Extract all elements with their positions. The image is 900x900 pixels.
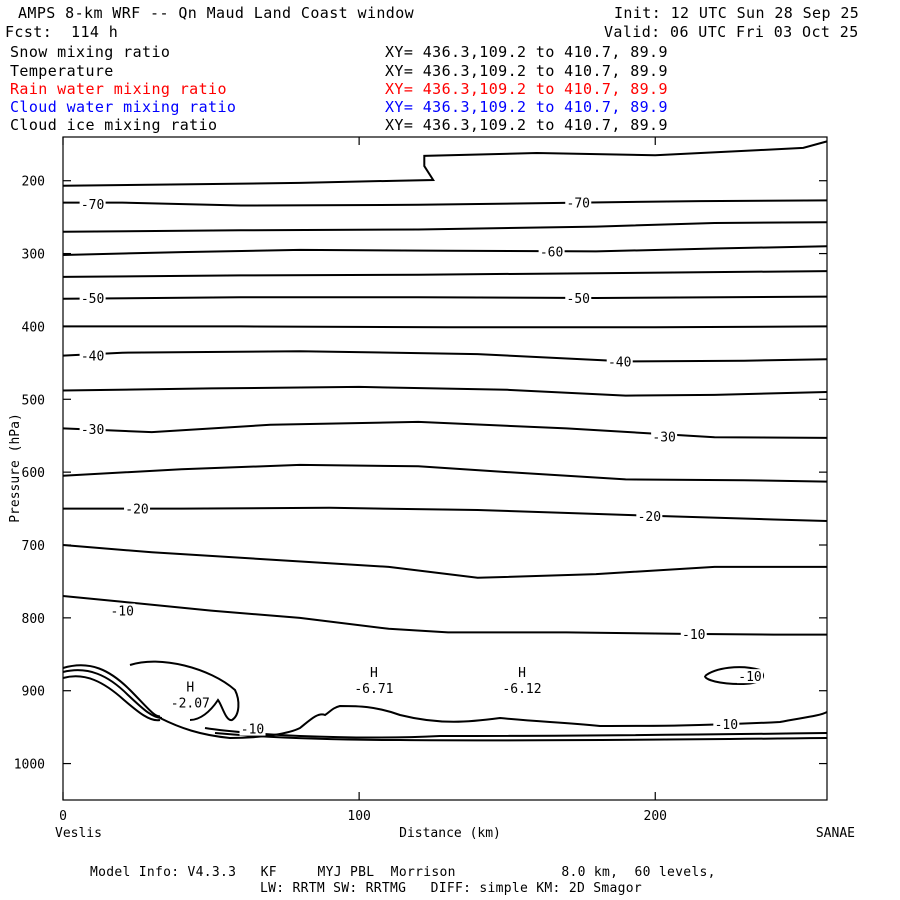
contour-label: -20: [125, 503, 148, 518]
contour-label-bg: [606, 354, 633, 369]
contour-label: -70: [81, 198, 104, 213]
x-tick-label: 0: [59, 809, 67, 824]
contour-line-1: [63, 199, 828, 207]
contour-line-9: [62, 420, 828, 439]
contour-label-bg: [109, 603, 136, 618]
y-tick-label: 700: [22, 539, 45, 554]
contour-label: -50: [567, 292, 590, 307]
contour-label: -60: [540, 245, 563, 260]
contour-label-bg: [737, 669, 764, 684]
contour-label: -10: [110, 605, 133, 620]
contour-label-bg: [538, 244, 565, 259]
boundary-contour-4: [159, 704, 828, 740]
x-endpoint-left: Veslis: [55, 826, 102, 841]
contour-label-bg: [713, 717, 740, 732]
model-info-line2: LW: RRTM SW: RRTMG DIFF: simple KM: 2D S…: [260, 881, 642, 896]
contour-line-3: [62, 245, 828, 256]
contour-line-7: [62, 350, 828, 363]
y-tick-label: 800: [22, 612, 45, 627]
contour-line-12: [62, 544, 827, 579]
model-info-line1: Model Info: V4.3.3 KF MYJ PBL Morrison 8…: [90, 865, 716, 880]
contour-line-6: [63, 325, 828, 329]
high-marker-letter: H: [370, 666, 378, 681]
contour-label: -40: [81, 350, 104, 365]
field-name-rain: Rain water mixing ratio: [10, 80, 227, 98]
contour-label: -10: [241, 723, 264, 738]
contour-line-0: [62, 140, 828, 187]
contour-label: -50: [81, 292, 104, 307]
high-marker-letter: H: [186, 680, 194, 695]
contour-label-bg: [651, 429, 678, 444]
contour-label: -10: [738, 670, 761, 685]
contour-line-2: [62, 221, 828, 233]
field-name-snow: Snow mixing ratio: [10, 43, 171, 61]
boundary-contour-3: [129, 660, 240, 722]
contour-label: -20: [638, 510, 661, 525]
header-title: AMPS 8-km WRF -- Qn Maud Land Coast wind…: [18, 4, 415, 22]
high-marker-value: -6.12: [502, 682, 541, 697]
contour-label-bg: [680, 626, 707, 641]
header-valid: Valid: 06 UTC Fri 03 Oct 25: [604, 23, 859, 41]
contour-label-bg: [79, 291, 106, 306]
header-fcst: Fcst: 114 h: [5, 23, 119, 41]
boundary-contour-1: [62, 669, 163, 719]
field-xy-cloud-ice: XY= 436.3,109.2 to 410.7, 89.9: [385, 116, 668, 134]
contour-label-bg: [79, 348, 106, 363]
field-name-cloud-water: Cloud water mixing ratio: [10, 98, 237, 116]
x-axis-label: Distance (km): [399, 826, 501, 841]
contour-label-bg: [124, 501, 151, 516]
high-marker-value: -2.07: [171, 696, 210, 711]
boundary-contour-6: [214, 732, 828, 742]
contour-label-bg: [565, 195, 592, 210]
contour-label-bg: [239, 721, 266, 736]
contour-label: -10: [715, 718, 738, 733]
contour-line-8: [62, 385, 828, 397]
y-tick-label: 300: [22, 248, 45, 263]
y-axis-label: Pressure (hPa): [8, 413, 23, 523]
contour-label: -70: [567, 197, 590, 212]
header-init: Init: 12 UTC Sun 28 Sep 25: [614, 4, 860, 22]
x-endpoint-right: SANAE: [816, 826, 855, 841]
contour-line-4: [62, 270, 828, 278]
boundary-contour-0: [62, 664, 161, 718]
contour-label: -40: [608, 355, 631, 370]
contour-label: -30: [81, 423, 104, 438]
field-name-temperature: Temperature: [10, 62, 114, 80]
boundary-contour-2: [62, 675, 161, 722]
contour-line-11: [63, 506, 828, 522]
high-marker-letter: H: [518, 666, 526, 681]
y-tick-label: 600: [22, 466, 45, 481]
contour-label: -10: [682, 628, 705, 643]
y-tick-label: 200: [22, 175, 45, 190]
field-xy-rain: XY= 436.3,109.2 to 410.7, 89.9: [385, 80, 668, 98]
field-xy-temperature: XY= 436.3,109.2 to 410.7, 89.9: [385, 62, 668, 80]
field-xy-cloud-water: XY= 436.3,109.2 to 410.7, 89.9: [385, 98, 668, 116]
contour-label-bg: [565, 291, 592, 306]
y-tick-label: 400: [22, 320, 45, 335]
high-marker-value: -6.71: [354, 682, 393, 697]
x-tick-label: 200: [644, 809, 667, 824]
contour-line-13: [62, 595, 827, 636]
y-tick-label: 1000: [14, 758, 45, 773]
field-xy-snow: XY= 436.3,109.2 to 410.7, 89.9: [385, 43, 668, 61]
field-name-cloud-ice: Cloud ice mixing ratio: [10, 116, 218, 134]
y-tick-label: 500: [22, 393, 45, 408]
plot-frame: [62, 136, 828, 801]
boundary-contour-5: [204, 727, 828, 739]
y-tick-label: 900: [22, 685, 45, 700]
contour-line-5: [62, 295, 828, 300]
contour-line-10: [62, 463, 828, 483]
contour-label-bg: [79, 197, 106, 212]
contour-label: -30: [652, 430, 675, 445]
contour-label-bg: [636, 508, 663, 523]
x-tick-label: 100: [347, 809, 370, 824]
contour-label-bg: [79, 422, 106, 437]
